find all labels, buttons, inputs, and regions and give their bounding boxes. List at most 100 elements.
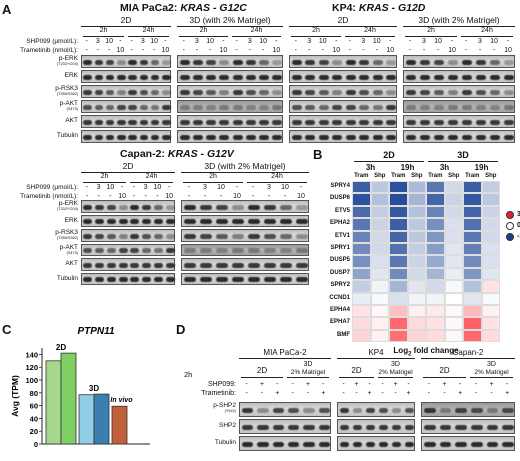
capan-3d-tram-cell: - (219, 193, 223, 200)
mia-3d-band (206, 60, 217, 65)
mia-2d-band (128, 75, 137, 80)
heatmap-cell (463, 181, 482, 194)
kp4-2d-band (318, 60, 329, 65)
heatmap-cell (407, 193, 426, 206)
mia-3d-condition-underline (177, 26, 283, 27)
mia-2d-band (139, 75, 149, 80)
heatmap-cell (352, 205, 371, 219)
mia-2d-blot-erk (81, 70, 171, 83)
capan-3d-tram-cell: - (187, 193, 191, 200)
capan-3d-band (183, 219, 197, 225)
kp4-2d-tram-cell: 10 (332, 47, 341, 54)
capan-3d-band (231, 219, 245, 225)
mia-2d-shp-cell: 3 (95, 38, 100, 45)
panel-d-band (272, 408, 285, 413)
mia-3d-band (192, 120, 203, 125)
panel-d-row-label-text: Tubulin (214, 439, 236, 446)
heatmap-cell (389, 317, 408, 330)
capan-3d-shp-cell: 3 (267, 184, 271, 191)
capan-3d-label-2h: 2h (209, 173, 217, 180)
heatmap-cell (389, 305, 408, 318)
capan-3d-tram-cell: - (267, 193, 271, 200)
heatmap-cell (389, 243, 408, 256)
kp4-3d-band (419, 135, 431, 140)
mia-2d-underline-2h (83, 36, 124, 37)
heatmap-cell (407, 218, 426, 231)
capan-3d-band (231, 248, 245, 254)
mia-2d-band (83, 120, 92, 125)
panel-d-shp-cell: - (291, 381, 294, 388)
mia-2d-band (162, 60, 171, 65)
capan-3d-band (183, 277, 197, 283)
panel-d-3d-matrigel-0: 2% Matrigel (290, 369, 326, 376)
panel-a-top-row-label-text: Tubulin (56, 132, 78, 139)
kp4-3d-band (447, 105, 459, 110)
capan-3d-shp-cell: 10 (281, 184, 289, 191)
kp4-3d-band (405, 90, 417, 95)
capan-3d-shp-cell: 10 (217, 184, 225, 191)
panel-d-band (423, 442, 436, 447)
heatmap-gene-label: EPHA4 (329, 307, 350, 313)
panel-d-band (287, 408, 300, 413)
capan-3d-label-24h: 24h (271, 173, 283, 180)
kp4-2d-band (386, 75, 397, 80)
heatmap-cell (407, 230, 426, 243)
kp4-3d-band (503, 135, 515, 140)
kp4-3d-blot-p-rsk3 (403, 85, 515, 98)
mia-shp-label: SHP099 (μmol/L): (26, 38, 78, 45)
kp4-2d-shp-cell: 10 (318, 38, 327, 45)
kp4-3d-blot-p-akt (403, 100, 515, 113)
kp4-2d-shp-cell: - (389, 38, 392, 45)
heatmap-cell (481, 255, 500, 268)
mia-2d-tram-cell: - (85, 47, 88, 54)
capan-2d-shp-cell: 3 (96, 184, 101, 191)
heatmap-cell (481, 230, 500, 243)
panel-a-bottom-row-label-text: p-ERK (58, 200, 78, 207)
mia-3d-tram-cell: - (235, 47, 238, 54)
panel-d-shp-cell: - (458, 381, 462, 388)
kp4-3d-band (503, 60, 515, 65)
mia-2d-label-2h: 2h (99, 27, 108, 34)
capan-2d-band (165, 262, 175, 268)
mia-2d-blot-p-erk (81, 55, 171, 68)
capan-2d-tram-cell: 10 (118, 193, 127, 200)
panel-d-band (378, 442, 389, 447)
heatmap-cell (426, 267, 445, 281)
capan-2d-band (118, 248, 128, 254)
heatmap-cell (389, 230, 408, 243)
panel-d-band (486, 408, 499, 413)
panel-d-2d-1: 2D (351, 366, 362, 375)
capan2-title: Capan-2: KRAS - G12V (120, 148, 234, 160)
heatmap-gene-label: ETV5 (334, 207, 350, 214)
mia-2d-tram-cell: - (152, 47, 156, 54)
mia-3d-blot-erk (177, 70, 283, 83)
chart-ylabel: Avg (TPM) (10, 375, 20, 417)
capan-3d-band (215, 204, 229, 210)
panel-d-blot-p-shp2 (421, 402, 515, 417)
heatmap-cell (444, 280, 463, 293)
heatmap-subcol: Shp (374, 173, 386, 179)
kp4-2d-band (305, 120, 316, 125)
capan-3d-band (247, 233, 261, 239)
capan-2d-band (142, 204, 152, 210)
mia-2d-blot-p-akt (81, 100, 171, 113)
capan-2d-underline-24h (130, 182, 173, 183)
mia-2d-tram-cell: 10 (161, 47, 170, 54)
capan-2d-blot-tubulin (81, 272, 175, 285)
panel-d-band (502, 442, 515, 447)
capan-2d-band (130, 204, 140, 210)
kp4-3d-band (489, 135, 501, 140)
kp4-2d-underline-2h (291, 36, 341, 37)
panel-d-blot-shp2 (421, 419, 515, 434)
heatmap-cell (426, 181, 445, 194)
panel-d-band (257, 408, 269, 413)
mia-2d-shp-cell: 10 (105, 38, 114, 45)
kp4-2d-band (318, 135, 329, 140)
heatmap-cell (389, 193, 408, 206)
capan-3d-shp-cell: - (251, 184, 255, 191)
heatmap-cell (463, 292, 482, 305)
capan-3d-shp-cell: 3 (203, 184, 207, 191)
capan-2d-band (153, 277, 163, 283)
mia-2d-band (128, 120, 137, 125)
kp4-3d-band (419, 105, 431, 110)
